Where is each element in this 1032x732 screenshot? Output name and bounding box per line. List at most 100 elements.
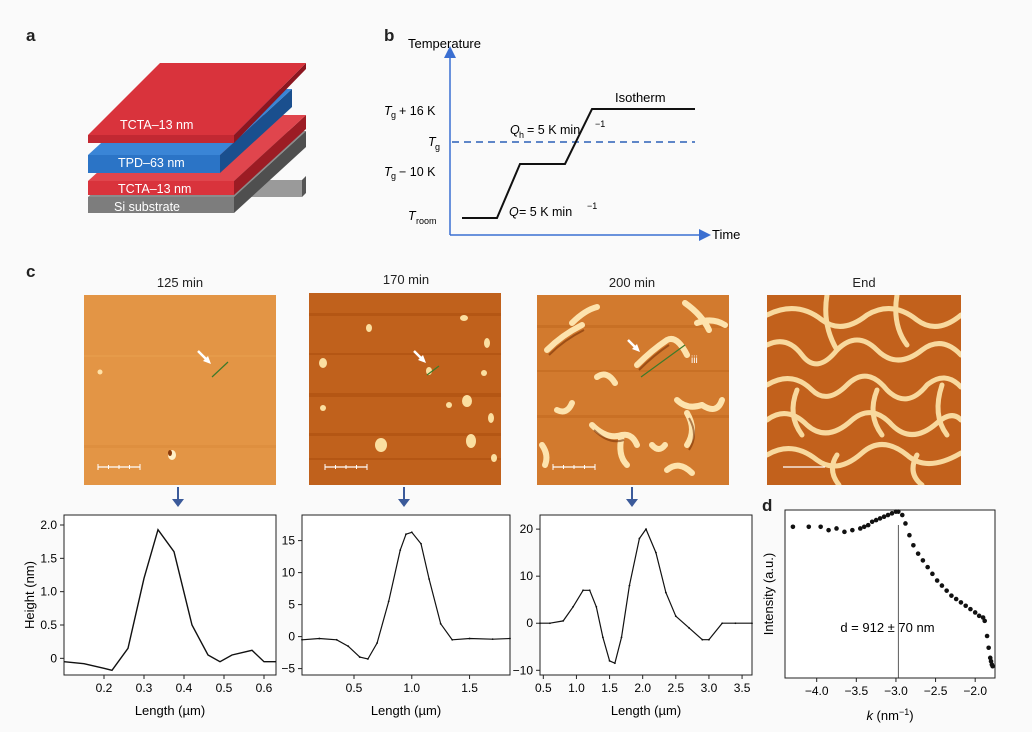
profile-point <box>420 542 422 545</box>
marker-iii: iii <box>691 355 698 366</box>
intensity-point <box>907 532 912 538</box>
y-axis-label: Temperature <box>408 36 481 51</box>
intensity-point <box>850 527 855 533</box>
tcta-bottom-layer <box>88 181 234 195</box>
x-tick-label: 0.4 <box>176 681 193 695</box>
intensity-point <box>930 571 935 577</box>
si-substrate-layer <box>88 197 234 213</box>
afm-title-end: End <box>852 275 876 290</box>
intensity-point <box>861 524 867 530</box>
intensity-point <box>911 542 916 548</box>
profile-point <box>708 638 710 641</box>
panel-label-d: d <box>762 496 773 515</box>
intensity-point <box>953 596 959 602</box>
qh-Q: Q <box>510 123 520 137</box>
x-tick-label: −4.0 <box>805 684 829 698</box>
intensity-point <box>842 529 847 535</box>
plot-frame <box>539 514 753 676</box>
profile-point <box>582 589 584 592</box>
temperature-profile-diagram: Temperature Time T g + 16 K T g T g − 10… <box>384 36 740 242</box>
profile-point <box>655 551 657 554</box>
q-Q: Q <box>509 205 519 219</box>
afm-title-125: 125 min <box>156 275 204 290</box>
x-tick-label: −3.5 <box>844 684 868 698</box>
profile-point <box>613 662 616 665</box>
intensity-point <box>920 558 926 563</box>
profile-point <box>595 605 598 608</box>
intensity-point <box>857 526 863 531</box>
intensity-point <box>896 509 901 514</box>
layer-label-2: TCTA–13 nm <box>118 182 191 196</box>
profile-series-line <box>63 528 276 672</box>
x-tick-label: 0.2 <box>96 681 113 695</box>
profile-point <box>638 537 641 540</box>
y-axis-label: Intensity (a.u.) <box>761 553 776 635</box>
profile-point <box>562 619 565 622</box>
profile-point <box>539 622 541 625</box>
intensity-point <box>885 512 891 518</box>
profile-point <box>572 605 575 608</box>
d-spacing-annotation: d = 912 ± 70 nm <box>840 620 934 635</box>
intensity-point <box>806 524 812 530</box>
profile-point <box>509 637 511 640</box>
x-tick-label: −2.5 <box>924 684 948 698</box>
intensity-point <box>877 516 883 521</box>
y-tick-label: 0 <box>50 651 57 665</box>
x-axis-label: Time <box>712 227 740 242</box>
profile-point <box>428 578 431 580</box>
profile-point <box>387 600 390 603</box>
profile-line <box>211 361 229 378</box>
x-tick-label: 2.5 <box>667 681 684 695</box>
afm-title-170: 170 min <box>382 272 430 287</box>
profile-point <box>301 638 303 641</box>
afm-image-200: iii <box>537 295 729 485</box>
profile-point <box>439 622 442 625</box>
y-tick-label: 2.0 <box>40 518 57 532</box>
y-tick-label: 20 <box>520 522 534 536</box>
down-arrow-icon <box>626 487 638 507</box>
y-tick-label: 0 <box>288 630 295 644</box>
intensity-point <box>949 593 954 598</box>
y-tick-label: 0.5 <box>40 618 57 632</box>
panel-label-a: a <box>26 26 36 45</box>
tcta-top-layer <box>88 135 234 143</box>
tg-plus-T: T <box>384 104 393 118</box>
isotherm-label: Isotherm <box>615 90 666 105</box>
profile-point <box>674 615 677 618</box>
profile-series-line <box>301 531 511 660</box>
x-tick-label: 1.5 <box>601 681 618 695</box>
x-tick-label: 0.5 <box>216 681 233 695</box>
down-arrow-icon <box>172 487 184 507</box>
intensity-point <box>889 511 895 516</box>
intensity-point <box>865 522 871 528</box>
intensity-point <box>818 524 823 530</box>
y-tick-label: 1.5 <box>40 551 57 565</box>
tg-minus-sub: g <box>391 171 396 181</box>
height-profile-chart-125: 0.2 0.3 0.4 0.5 0.6 0 0.5 1.0 1.5 2.0 Length (µm) H… <box>22 514 277 718</box>
layer-stack-diagram: TCTA–13 nm TPD–63 nm TCTA–13 nm Si subst… <box>88 63 306 214</box>
x-tick-label: 0.5 <box>535 681 552 695</box>
x-tick-label: 3.0 <box>701 681 718 695</box>
intensity-point <box>976 613 982 619</box>
panel-label-c: c <box>26 262 36 281</box>
profile-point <box>399 549 402 552</box>
x-tick-label: 1.5 <box>461 681 478 695</box>
profile-point <box>734 622 737 625</box>
profile-point <box>376 642 379 644</box>
intensity-point <box>903 521 908 526</box>
profile-point <box>491 638 494 641</box>
q-label: = 5 K min <box>519 205 572 219</box>
profile-point <box>664 591 667 594</box>
intensity-point <box>990 663 995 669</box>
layer-label-3: Si substrate <box>114 200 180 214</box>
profile-point <box>602 636 604 639</box>
plot-frame <box>63 514 277 676</box>
intensity-point <box>881 514 887 520</box>
troom-sub: room <box>416 216 437 226</box>
plot-frame <box>301 514 511 676</box>
qh-exponent: −1 <box>595 119 605 129</box>
intensity-point <box>963 603 968 609</box>
y-tick-label: 10 <box>520 569 534 583</box>
qh-label: = 5 K min <box>527 123 580 137</box>
x-tick-label: 3.5 <box>734 681 751 695</box>
